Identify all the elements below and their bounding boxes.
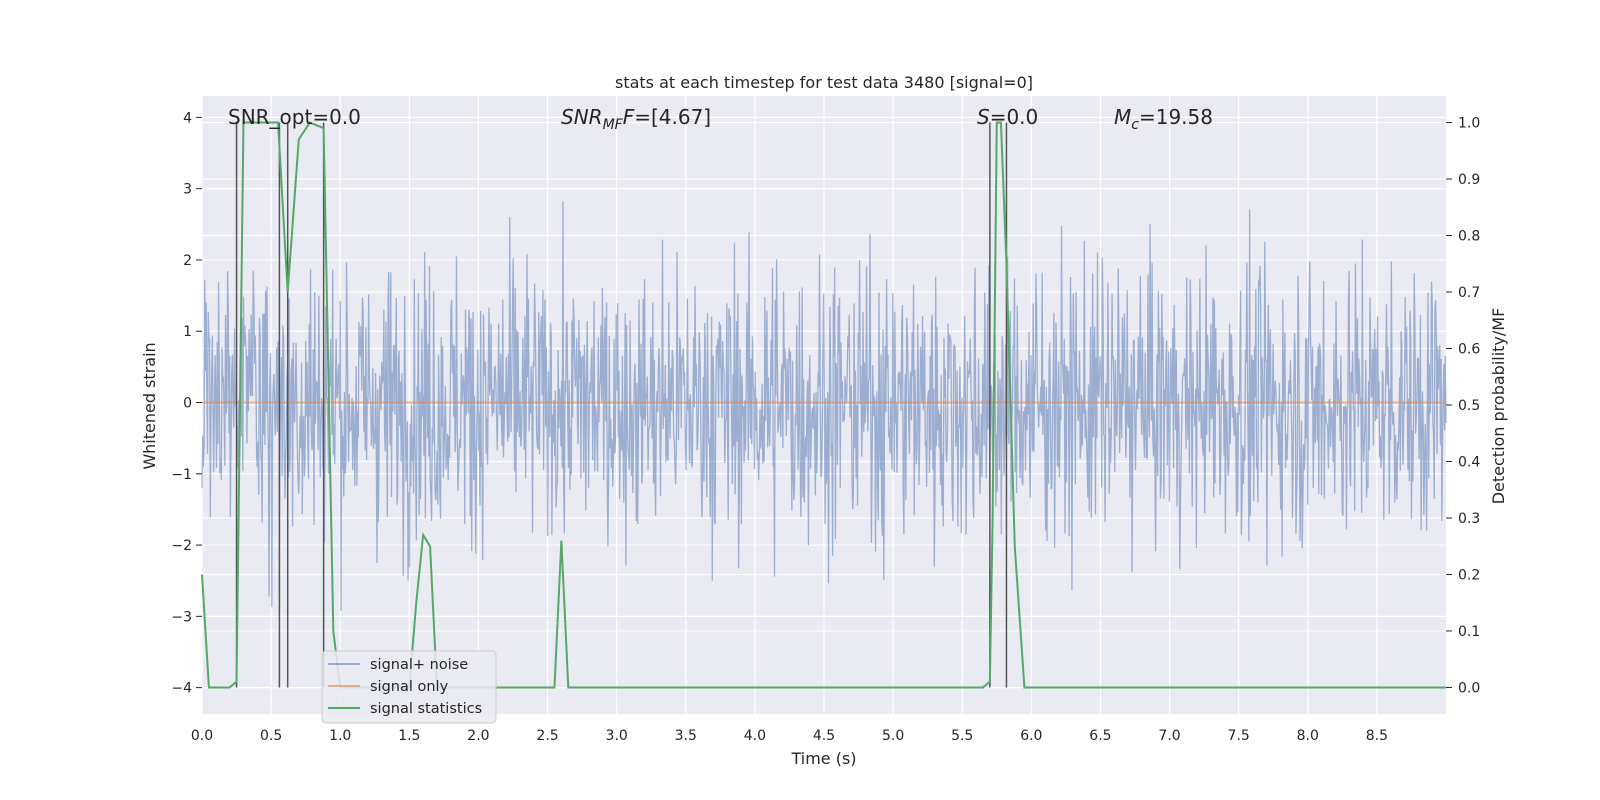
legend: signal+ noise signal only signal statist… [321, 650, 497, 724]
x-tick-label: 3.0 [606, 728, 628, 744]
x-tick-label: 7.0 [1158, 728, 1180, 744]
annotation-s-main: S [977, 105, 990, 129]
annotation-mc-value: =19.58 [1139, 105, 1213, 129]
y-tick-label: 3 [183, 182, 192, 198]
x-axis-label: Time (s) [790, 749, 856, 768]
annotation-mc-main: M [1114, 105, 1131, 129]
annotation-snr-mf-value: =[4.67] [634, 105, 711, 129]
y2-tick-label: 0.3 [1458, 511, 1480, 527]
y2-tick-label: 0.6 [1458, 342, 1480, 358]
y2-tick-labels: 1.0 0.9 0.8 0.7 0.6 0.5 0.4 0.3 0.2 0.1 0.0 [1446, 116, 1480, 696]
x-tick-label: 4.5 [813, 728, 835, 744]
series-signal-statistics [201, 121, 1446, 689]
y-tick-label: 0 [183, 396, 192, 412]
x-tick-labels: 0.0 0.5 1.0 1.5 2.0 2.5 3.0 3.5 4.0 4.5 5.0 5.5 6.0 6… [191, 728, 1388, 744]
legend-box [321, 650, 497, 724]
y2-tick-label: 0.1 [1458, 624, 1480, 640]
y-tick-label: −1 [171, 467, 192, 483]
y2-tick-label: 0.2 [1458, 567, 1480, 583]
y2-tick-label: 0.5 [1458, 398, 1480, 414]
y-axis-label: Whitened strain [140, 342, 159, 469]
x-tick-label: 6.5 [1089, 728, 1111, 744]
line-signal-noise [201, 201, 1447, 612]
x-tick-label: 0.5 [260, 728, 282, 744]
annotation-snr-mf: SNRMFF=[4.67] [561, 105, 711, 133]
y-tick-label: −4 [171, 681, 192, 697]
x-tick-label: 6.0 [1020, 728, 1042, 744]
x-tick-label: 8.5 [1366, 728, 1388, 744]
annotation-snr-mf-sub: MF [603, 117, 624, 133]
annotation-snr-mf-main: SNR [561, 105, 603, 129]
x-tick-label: 2.0 [467, 728, 489, 744]
x-tick-label: 1.0 [329, 728, 351, 744]
annotation-mc: Mc=19.58 [1114, 105, 1213, 133]
y-tick-label: 4 [183, 110, 192, 126]
y2-tick-label: 0.7 [1458, 285, 1480, 301]
y2-tick-label: 1.0 [1458, 116, 1480, 132]
legend-label-signal-only: signal only [370, 679, 449, 695]
chart-title: stats at each timestep for test data 348… [615, 73, 1033, 92]
y-tick-label: −3 [171, 609, 192, 625]
y-tick-label: 2 [183, 253, 192, 269]
y2-tick-label: 0.0 [1458, 680, 1480, 696]
annotation-s: S=0.0 [977, 105, 1038, 129]
x-tick-label: 7.5 [1228, 728, 1250, 744]
legend-label-signal-statistics: signal statistics [370, 701, 482, 717]
x-tick-label: 0.0 [191, 728, 213, 744]
line-signal-statistics [201, 121, 1446, 689]
y-tick-labels: 4 3 2 1 0 −1 −2 −3 −4 [171, 110, 202, 697]
y2-tick-label: 0.8 [1458, 229, 1480, 245]
annotation-s-value: =0.0 [990, 105, 1039, 129]
annotation-snr-opt: SNR_opt=0.0 [228, 105, 361, 129]
x-tick-label: 5.5 [951, 728, 973, 744]
x-tick-label: 1.5 [398, 728, 420, 744]
x-tick-label: 4.0 [744, 728, 766, 744]
vertical-markers [235, 122, 1008, 688]
y-tick-label: −2 [171, 538, 192, 554]
annotation-mc-sub: c [1131, 117, 1139, 133]
x-tick-label: 3.5 [675, 728, 697, 744]
y2-tick-label: 0.4 [1458, 454, 1480, 470]
y2-tick-label: 0.9 [1458, 172, 1480, 188]
x-tick-label: 5.0 [882, 728, 904, 744]
y-tick-label: 1 [183, 324, 192, 340]
x-tick-label: 8.0 [1297, 728, 1319, 744]
annotation-snr-mf-f: F [623, 105, 635, 129]
legend-label-signal-noise: signal+ noise [370, 657, 468, 673]
x-tick-label: 2.5 [536, 728, 558, 744]
y2-axis-label: Detection probability/MF [1489, 308, 1508, 505]
series-signal-noise [201, 201, 1447, 612]
